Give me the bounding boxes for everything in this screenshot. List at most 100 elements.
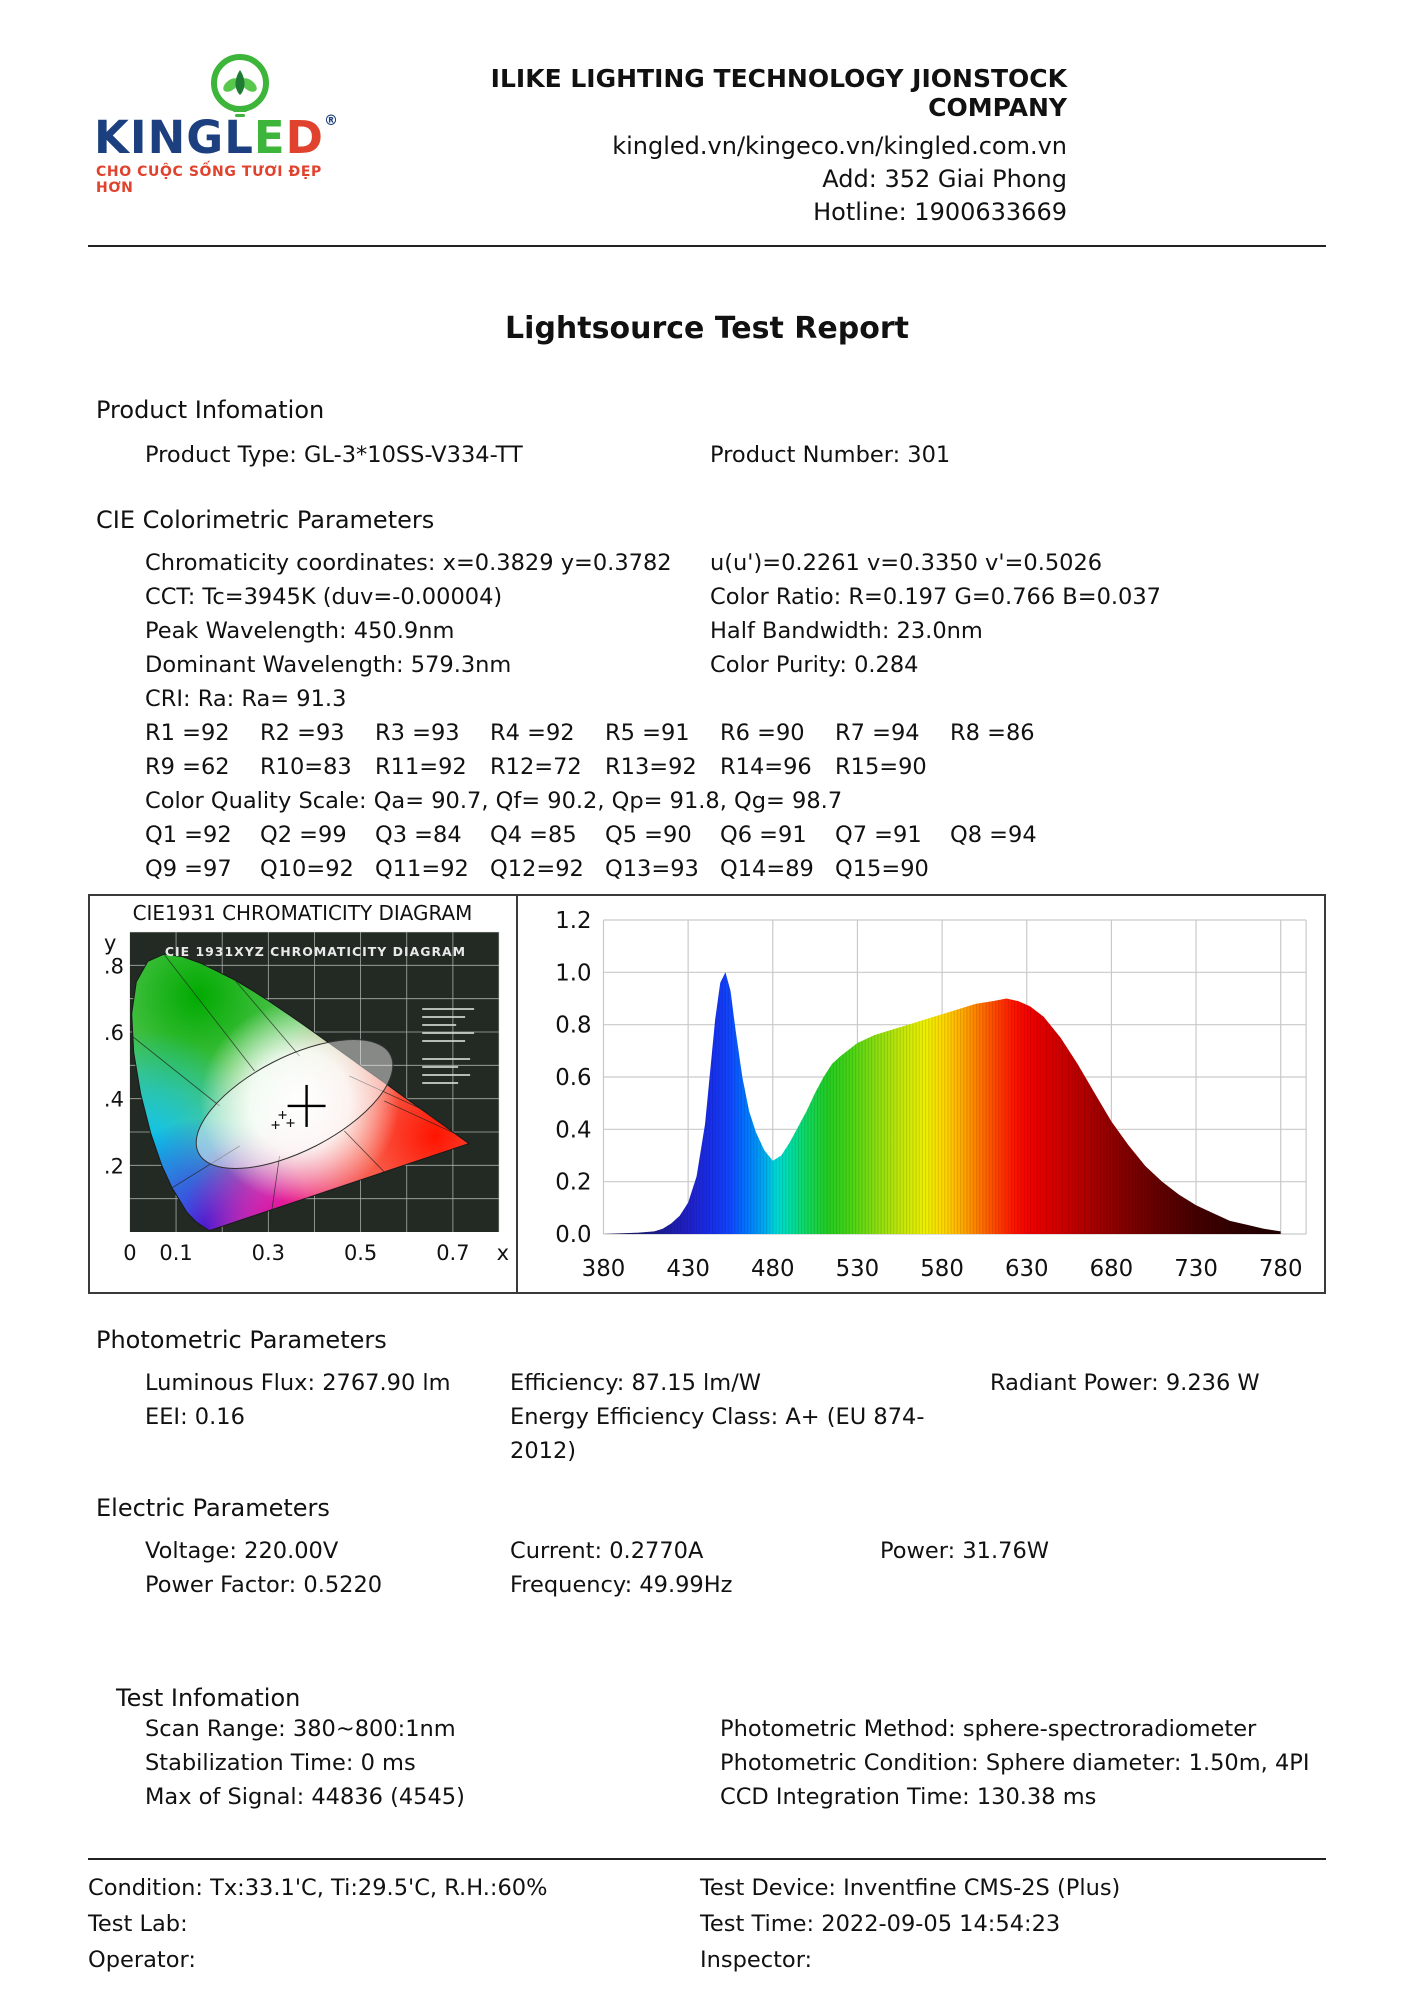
footer-row1: Condition: Tx:33.1'C, Ti:29.5'C, R.H.:60…: [88, 1870, 1326, 1906]
svg-text:380: 380: [582, 1256, 626, 1282]
power-factor: Power Factor: 0.5220: [145, 1572, 383, 1598]
product-number: Product Number: 301: [710, 442, 951, 468]
product-type: Product Type: GL-3*10SS-V334-TT: [145, 442, 523, 468]
svg-text:0.7: 0.7: [436, 1241, 469, 1265]
svg-text:0.2: 0.2: [555, 1170, 591, 1196]
cri-r-values-row2: R9 =62 R10=83 R11=92 R12=72 R13=92 R14=96 R15=…: [145, 754, 927, 780]
svg-text:780: 780: [1259, 1256, 1303, 1282]
cqs-line: Color Quality Scale: Qa= 90.7, Qf= 90.2,…: [145, 788, 843, 814]
footer-row3: Operator: Inspector:: [88, 1942, 1326, 1978]
photometric-condition: Photometric Condition: Sphere diameter: …: [720, 1750, 1310, 1776]
cqs-q-values-row2: Q9 =97 Q10=92 Q11=92 Q12=92 Q13=93 Q14=89 Q15=…: [145, 856, 929, 882]
chromaticity-xy: Chromaticity coordinates: x=0.3829 y=0.3…: [145, 550, 672, 576]
stabilization-time: Stabilization Time: 0 ms: [145, 1750, 416, 1776]
test-device: Test Device: Inventfine CMS-2S (Plus): [700, 1875, 1121, 1901]
logo-e: E: [253, 111, 286, 164]
svg-text:730: 730: [1174, 1256, 1218, 1282]
footer-divider: [88, 1858, 1326, 1860]
header-divider: [88, 245, 1326, 247]
report-title: Lightsource Test Report: [505, 311, 909, 346]
svg-text:580: 580: [920, 1256, 964, 1282]
report-header: KINGLED® CHO CUỘC SỐNG TƯƠI ĐẸP HƠN ILIK…: [88, 0, 1326, 229]
svg-text:CIE 1931XYZ CHROMATICITY DIAGR: CIE 1931XYZ CHROMATICITY DIAGRAM: [165, 944, 466, 959]
svg-text:x: x: [497, 1241, 509, 1265]
svg-text:.2: .2: [104, 1154, 124, 1178]
cri-r-values-row1: R1 =92 R2 =93 R3 =93 R4 =92 R5 =91 R6 =90 R7 =…: [145, 720, 1035, 746]
charts-panel: CIE1931 CHROMATICITY DIAGRAM y CIE 1931XYZ…: [88, 894, 1326, 1294]
svg-text:CIE1931 CHROMATICITY DIAGRAM: CIE1931 CHROMATICITY DIAGRAM: [133, 901, 473, 925]
test-info-heading: Test Infomation: [116, 1684, 301, 1712]
svg-text:1.0: 1.0: [555, 960, 591, 986]
svg-text:630: 630: [1005, 1256, 1049, 1282]
test-info-row3: Max of Signal: 44836 (4545) CCD Integrat…: [88, 1780, 1326, 1814]
photometric-method: Photometric Method: sphere-spectroradiom…: [720, 1716, 1257, 1742]
svg-text:680: 680: [1090, 1256, 1134, 1282]
svg-text:0: 0: [123, 1241, 136, 1265]
photometric-section-heading: Photometric Parameters: [96, 1326, 387, 1354]
company-info: ILIKE LIGHTING TECHNOLOGY JIONSTOCK COMP…: [395, 52, 1067, 229]
svg-text:.8: .8: [104, 954, 124, 978]
cie-section-heading: CIE Colorimetric Parameters: [96, 506, 435, 534]
luminous-flux: Luminous Flux: 2767.90 lm: [145, 1370, 451, 1396]
product-section-heading: Product Infomation: [96, 396, 325, 424]
photometric-parameters: Luminous Flux: 2767.90 lm Efficiency: 87…: [88, 1366, 1326, 1468]
cie-parameters: Chromaticity coordinates: x=0.3829 y=0.3…: [88, 546, 1326, 886]
radiant-power: Radiant Power: 9.236 W: [990, 1370, 1260, 1396]
electric-parameters: Voltage: 220.00V Current: 0.2770A Power:…: [88, 1534, 1326, 1602]
registered-mark: ®: [324, 113, 339, 129]
logo-d: D: [285, 111, 324, 164]
voltage: Voltage: 220.00V: [145, 1538, 339, 1564]
svg-text:0.4: 0.4: [555, 1117, 591, 1143]
spectrum-svg: 0.0 0.2 0.4 0.6 0.8 1.0 1.2 380 430 480 530 580 630 6…: [518, 896, 1324, 1292]
svg-text:0.1: 0.1: [159, 1241, 192, 1265]
spectrum-box: 0.0 0.2 0.4 0.6 0.8 1.0 1.2 380 430 480 530 580 630 6…: [518, 896, 1324, 1292]
company-address: Add: 352 Giai Phong: [822, 165, 1067, 193]
color-purity: Color Purity: 0.284: [710, 652, 919, 678]
power: Power: 31.76W: [880, 1538, 1050, 1564]
electric-row1: Voltage: 220.00V Current: 0.2770A Power:…: [88, 1534, 1326, 1568]
test-information: Test Infomation Scan Range: 380~800:1nm …: [88, 1684, 1326, 1814]
test-info-row1: Scan Range: 380~800:1nm Photometric Meth…: [88, 1712, 1326, 1746]
ccd-integration-time: CCD Integration Time: 130.38 ms: [720, 1784, 1097, 1810]
cct-value: CCT: Tc=3945K (duv=-0.00004): [145, 584, 503, 610]
electric-row2: Power Factor: 0.5220 Frequency: 49.99Hz: [88, 1568, 1326, 1602]
inspector: Inspector:: [700, 1947, 813, 1973]
eei: EEI: 0.16: [145, 1404, 245, 1430]
test-condition: Condition: Tx:33.1'C, Ti:29.5'C, R.H.:60…: [88, 1875, 548, 1901]
electric-section-heading: Electric Parameters: [96, 1494, 330, 1522]
test-time: Test Time: 2022-09-05 14:54:23: [700, 1911, 1061, 1937]
svg-text:0.5: 0.5: [344, 1241, 377, 1265]
efficiency: Efficiency: 87.15 lm/W: [510, 1370, 762, 1396]
kingled-logo: KINGLED® CHO CUỘC SỐNG TƯƠI ĐẸP HƠN: [88, 52, 343, 202]
scan-range: Scan Range: 380~800:1nm: [145, 1716, 456, 1742]
half-bandwidth: Half Bandwidth: 23.0nm: [710, 618, 983, 644]
svg-text:530: 530: [836, 1256, 880, 1282]
operator: Operator:: [88, 1947, 196, 1973]
chromaticity-uv: u(u')=0.2261 v=0.3350 v'=0.5026: [710, 550, 1103, 576]
chromaticity-line: Chromaticity coordinates: x=0.3829 y=0.3…: [88, 546, 1326, 580]
company-name: ILIKE LIGHTING TECHNOLOGY JIONSTOCK COMP…: [490, 64, 1067, 122]
svg-text:0.0: 0.0: [555, 1222, 591, 1248]
svg-text:480: 480: [751, 1256, 795, 1282]
logo-tagline: CHO CUỘC SỐNG TƯƠI ĐẸP HƠN: [96, 164, 322, 196]
energy-efficiency-class: Energy Efficiency Class: A+ (EU 874-2012…: [510, 1404, 925, 1464]
cri-line: CRI: Ra: Ra= 91.3: [145, 686, 347, 712]
peak-wavelength-line: Peak Wavelength: 450.9nm Half Bandwidth:…: [88, 614, 1326, 648]
cqs-q-values-row1: Q1 =92 Q2 =99 Q3 =84 Q4 =85 Q5 =90 Q6 =91 Q7 =…: [145, 822, 1037, 848]
product-row: Product Type: GL-3*10SS-V334-TT Product …: [88, 438, 1326, 472]
peak-wavelength: Peak Wavelength: 450.9nm: [145, 618, 455, 644]
svg-text:0.8: 0.8: [555, 1013, 591, 1039]
footer-row2: Test Lab: Test Time: 2022-09-05 14:54:23: [88, 1906, 1326, 1942]
svg-text:0.3: 0.3: [252, 1241, 285, 1265]
max-of-signal: Max of Signal: 44836 (4545): [145, 1784, 465, 1810]
svg-text:y: y: [104, 931, 116, 955]
logo-kingl: KINGL: [94, 111, 254, 164]
test-info-row2: Stabilization Time: 0 ms Photometric Con…: [88, 1746, 1326, 1780]
svg-text:.4: .4: [104, 1088, 124, 1112]
color-ratio: Color Ratio: R=0.197 G=0.766 B=0.037: [710, 584, 1161, 610]
dominant-wavelength: Dominant Wavelength: 579.3nm: [145, 652, 512, 678]
logo-bulb-icon: [211, 54, 269, 117]
svg-text:0.6: 0.6: [555, 1065, 591, 1091]
photometric-row2: EEI: 0.16 Energy Efficiency Class: A+ (E…: [88, 1400, 1326, 1468]
